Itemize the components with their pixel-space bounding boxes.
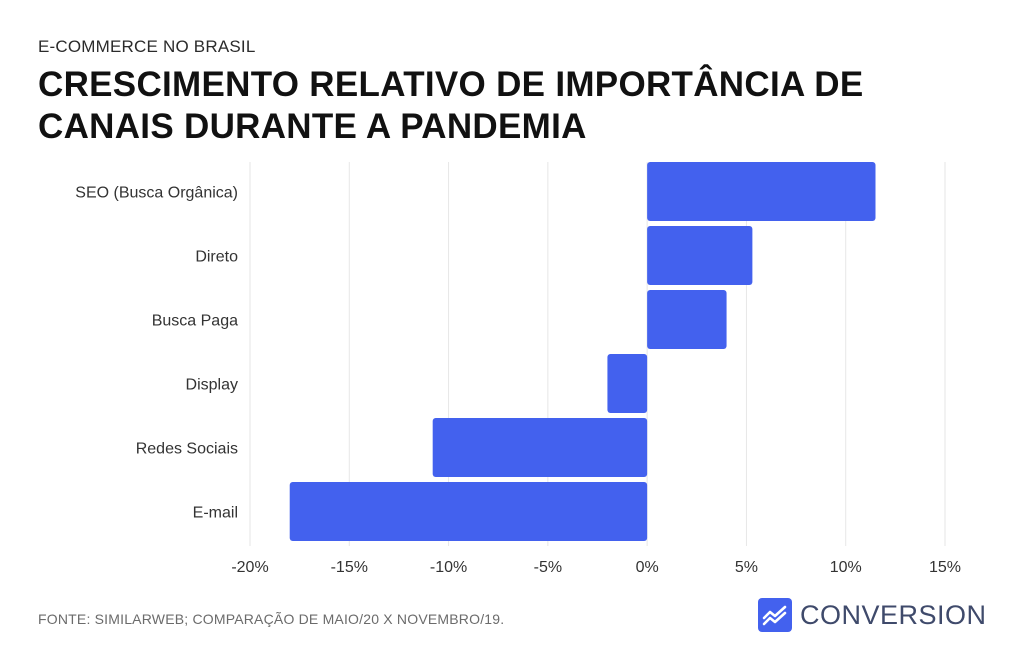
bar (647, 162, 876, 221)
x-tick-label: -15% (331, 559, 368, 576)
category-label: Direto (195, 249, 238, 266)
bar-chart: SEO (Busca Orgânica) Direto Busca Paga Disp… (75, 162, 961, 576)
category-label: Redes Sociais (136, 441, 238, 458)
bar (432, 418, 648, 477)
category-label: Display (186, 377, 238, 394)
chart-title: CRESCIMENTO RELATIVO DE IMPORTÂNCIA DE C… (38, 65, 864, 146)
bar (647, 290, 727, 349)
category-label: E-mail (193, 505, 238, 522)
category-labels: SEO (Busca Orgânica) Direto Busca Paga Disp… (75, 185, 238, 522)
x-tick-label: -5% (534, 559, 562, 576)
bar (607, 354, 648, 413)
rising-line-chart-icon (758, 598, 792, 632)
x-tick-label: -20% (231, 559, 268, 576)
x-tick-label: 15% (929, 559, 961, 576)
category-label: Busca Paga (152, 313, 238, 330)
bar (289, 482, 648, 541)
brand-name: CONVERSION (800, 599, 987, 630)
brand-logo: CONVERSION (758, 598, 987, 632)
source-note: FONTE: SIMILARWEB; COMPARAÇÃO DE MAIO/20… (38, 611, 505, 627)
x-tick-label: -10% (430, 559, 467, 576)
category-label: SEO (Busca Orgânica) (75, 185, 238, 202)
x-tick-label: 0% (636, 559, 659, 576)
x-tick-labels: -20% -15% -10% -5% 0% 5% 10% 15% (231, 559, 961, 576)
chart-kicker: E-COMMERCE NO BRASIL (38, 37, 256, 56)
bar (647, 226, 753, 285)
x-tick-label: 10% (830, 559, 862, 576)
x-tick-label: 5% (735, 559, 758, 576)
bars (289, 162, 876, 541)
